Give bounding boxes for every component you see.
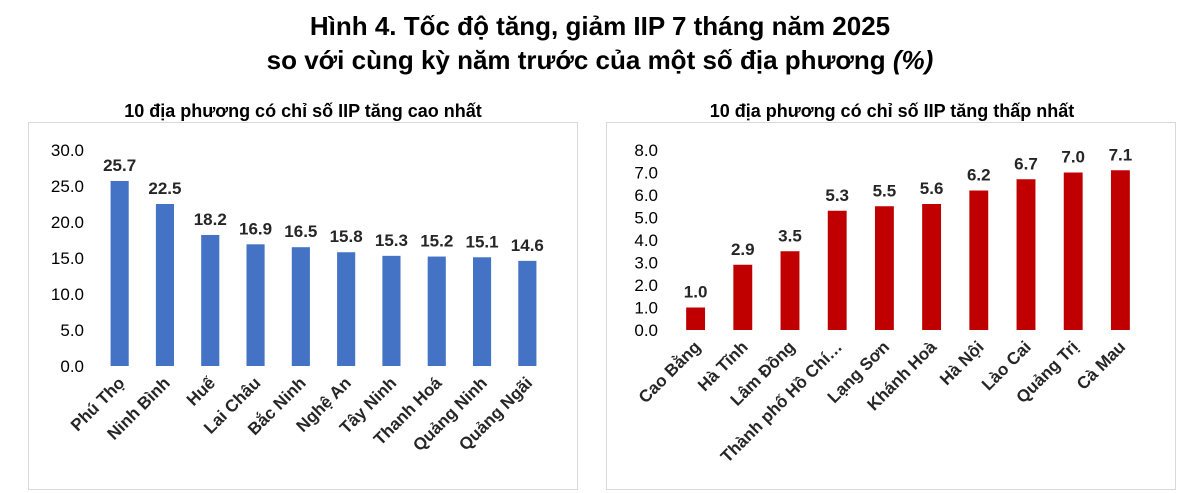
right-bar <box>827 210 847 330</box>
left-data-label: 15.3 <box>375 231 408 250</box>
right-bar <box>969 190 989 330</box>
left-ytick-label: 20.0 <box>51 213 84 232</box>
right-bar <box>780 251 800 330</box>
left-chart-panel <box>28 122 578 490</box>
right-ytick-label: 7.0 <box>634 164 658 183</box>
right-ytick-label: 5.0 <box>634 209 658 228</box>
left-data-label: 15.2 <box>420 232 453 251</box>
left-bar <box>518 260 537 366</box>
figure-title-unit: (%) <box>892 45 934 75</box>
left-ytick-label: 25.0 <box>51 177 84 196</box>
right-bar <box>1063 172 1083 330</box>
right-data-label: 7.0 <box>1061 148 1085 167</box>
right-ytick-label: 8.0 <box>634 141 658 160</box>
right-data-label: 5.6 <box>920 179 944 198</box>
left-ytick-label: 5.0 <box>60 321 84 340</box>
right-data-label: 1.0 <box>684 283 708 302</box>
right-data-label: 6.7 <box>1014 154 1038 173</box>
left-bar <box>155 204 175 366</box>
right-data-label: 5.3 <box>825 186 849 205</box>
left-bar <box>382 255 401 366</box>
left-ytick-label: 15.0 <box>51 249 84 268</box>
right-bar <box>686 307 706 330</box>
right-bar <box>922 204 942 330</box>
right-ytick-label: 3.0 <box>634 254 658 273</box>
right-data-label: 3.5 <box>778 226 802 245</box>
right-chart-panel <box>606 122 1176 490</box>
right-category-label: Cao Bằng <box>635 337 705 407</box>
left-data-label: 18.2 <box>194 210 227 229</box>
left-data-label: 25.7 <box>103 156 136 175</box>
right-ytick-label: 1.0 <box>634 299 658 318</box>
right-data-label: 6.2 <box>967 166 991 185</box>
right-ytick-label: 4.0 <box>634 231 658 250</box>
figure-title-text: so với cùng kỳ năm trước của một số địa … <box>266 45 886 75</box>
left-bar <box>246 244 265 366</box>
left-bar <box>427 256 446 366</box>
left-data-label: 22.5 <box>148 179 181 198</box>
left-ytick-label: 30.0 <box>51 141 84 160</box>
right-data-label: 7.1 <box>1109 145 1133 164</box>
left-bar <box>337 252 356 366</box>
figure-title-line1: Hình 4. Tốc độ tăng, giảm IIP 7 tháng nă… <box>309 11 891 41</box>
left-bar <box>201 234 220 366</box>
left-ytick-label: 0.0 <box>60 357 84 376</box>
left-data-label: 15.1 <box>466 232 499 251</box>
right-data-label: 5.5 <box>873 181 897 200</box>
left-data-label: 16.9 <box>239 219 272 238</box>
right-ytick-label: 2.0 <box>634 276 658 295</box>
left-bar <box>110 180 129 366</box>
figure-title-line2: so với cùng kỳ năm trước của một số địa … <box>0 44 1200 76</box>
right-bar <box>733 264 753 330</box>
left-chart-title: 10 địa phương có chỉ số IIP tăng cao nhấ… <box>124 101 482 121</box>
right-ytick-label: 0.0 <box>634 321 658 340</box>
left-bar <box>291 247 310 366</box>
right-ytick-label: 6.0 <box>634 186 658 205</box>
left-bar <box>472 257 492 366</box>
right-chart-title: 10 địa phương có chỉ số IIP tăng thấp nh… <box>709 101 1075 121</box>
left-data-label: 15.8 <box>330 227 363 246</box>
right-data-label: 2.9 <box>731 240 755 259</box>
right-bar <box>1016 179 1036 330</box>
left-ytick-label: 10.0 <box>51 285 84 304</box>
right-bar <box>874 206 894 330</box>
left-data-label: 16.5 <box>284 222 317 241</box>
right-bar <box>1110 170 1130 330</box>
left-data-label: 14.6 <box>511 236 544 255</box>
right-category-label: Cà Mau <box>1073 337 1129 393</box>
